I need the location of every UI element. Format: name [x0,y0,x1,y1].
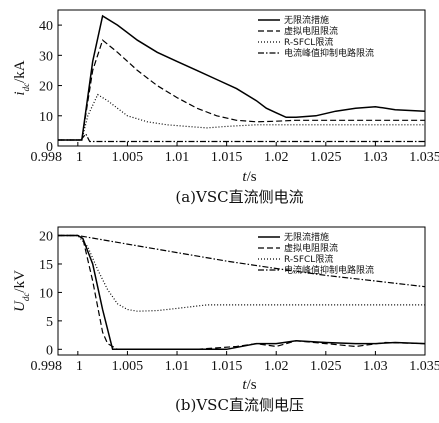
legend-label: 虚拟电阻限流 [284,242,338,254]
series-line [58,234,426,288]
y-tick-label: 10 [39,110,53,125]
plot-frame [57,226,426,356]
y-tick-label: 15 [39,258,53,273]
y-axis-label-sub: dc [21,83,31,92]
legend-label: 电流峰值抑制电路限流 [284,264,374,276]
series-line [58,39,425,141]
y-tick-label: 20 [39,230,53,245]
x-axis-label-var: t [242,377,247,393]
y-axis-label-unit: /kA [12,60,28,83]
x-axis-label: t/s [242,169,256,185]
x-tick-label: 1.03 [363,359,388,374]
series-line [58,234,426,351]
y-axis-label-var: i [12,91,28,95]
y-tick-label: 0 [46,140,53,155]
x-tick-label: 1.005 [112,359,144,374]
x-tick-label: 1.035 [409,359,439,374]
legend-label: R-SFCL限流 [284,253,333,265]
x-axis-label-unit: /s [247,377,257,393]
x-tick-label: 0.998 [31,359,63,374]
series-line [58,234,426,350]
y-axis-label-unit: /kV [12,270,28,293]
chart-caption: (b)VSC直流侧电压 [175,396,304,414]
y-tick-label: 5 [46,315,53,330]
x-axis-label-var: t [242,169,247,185]
x-tick-label: 0.998 [31,150,63,165]
legend-label: 虚拟电阻限流 [284,25,338,37]
x-tick-label: 1.025 [310,150,342,165]
series-line [58,14,426,141]
x-tick-label: 1.01 [165,150,190,165]
y-tick-label: 0 [46,343,53,358]
chart-a: 0.998 1 1.005 1.01 1.015 1.02 1.025 1.03 1.035 0 1… [12,9,439,206]
x-tick-label: 1.02 [264,150,289,165]
y-tick-label: 40 [39,19,53,34]
x-tick-label: 1.005 [112,150,144,165]
y-tick-label: 10 [39,286,53,301]
series-line [58,132,425,143]
x-tick-label: 1 [76,150,83,165]
legend-label: 电流峰值抑制电路限流 [284,47,374,59]
y-tick-label: 30 [39,49,53,64]
x-tick-label: 1.03 [363,150,388,165]
y-axis-label-var: U [12,300,28,312]
plot-frame [57,9,426,147]
chart-caption: (a)VSC直流侧电流 [175,188,303,206]
legend-label: 无限流措施 [284,231,329,243]
x-axis-label: t/s [242,377,256,393]
x-tick-label: 1.035 [409,150,439,165]
chart-b: 0.998 1 1.005 1.01 1.015 1.02 1.025 1.03 1.035 0 5… [12,226,439,414]
y-tick-label: 20 [39,80,53,95]
y-axis-label: Udc/kV [12,270,31,312]
x-axis-label-unit: /s [247,169,257,185]
y-axis-label: idc/kA [12,60,31,95]
x-tick-label: 1.015 [211,359,243,374]
series-line [58,93,425,141]
legend-label: R-SFCL限流 [284,36,333,48]
x-tick-label: 1.025 [310,359,342,374]
legend-label: 无限流措施 [284,14,329,26]
x-tick-label: 1.01 [165,359,190,374]
x-tick-label: 1.02 [264,359,289,374]
x-tick-label: 1 [76,359,83,374]
x-tick-label: 1.015 [211,150,243,165]
y-axis-label-sub: dc [21,293,31,302]
